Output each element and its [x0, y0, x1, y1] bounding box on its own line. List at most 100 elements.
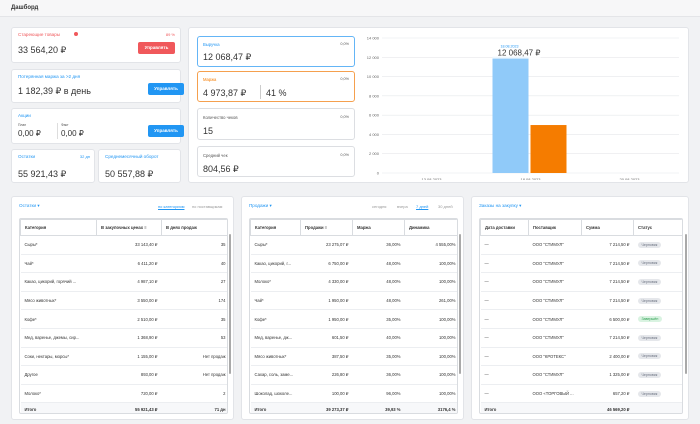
col-delivery-date[interactable]: Дата доставки	[480, 219, 529, 236]
table-row[interactable]: — ООО "КРОТЕКС" 2 400,00 ₽ Черновик	[480, 347, 682, 367]
table-cell: —	[480, 328, 529, 348]
stock-days: 32 дн	[79, 154, 90, 159]
table-row[interactable]: Какао, цикорий, горячий ... 4 987,10 ₽27	[20, 272, 227, 292]
table-cell: 48,00%	[352, 254, 405, 274]
turnover-card: Среднемесячный оборот 50 557,88 ₽	[98, 149, 181, 183]
table-row[interactable]: Какао, цикорий, г... 6 750,00 ₽48,00% 100,…	[250, 254, 457, 274]
toggle-by-supplier[interactable]: по поставщикам	[192, 204, 223, 209]
kpi-checks[interactable]: Количество чеков 0,0% 15	[197, 108, 355, 140]
col-status[interactable]: Статус	[633, 219, 682, 236]
manage-promo-button[interactable]: Управлять	[148, 125, 184, 137]
kpi-margin[interactable]: Маржа 0,0% 4 973,87 ₽ 41 %	[197, 71, 355, 102]
table-cell: 36,00%	[352, 235, 405, 255]
kpi-revenue[interactable]: Выручка 0,0% 12 068,47 ₽	[197, 36, 355, 67]
table-row[interactable]: Мед, варенье, дж... 601,50 ₽40,00% 100,00%	[250, 328, 457, 348]
total-cell: 46 569,20 ₽	[581, 402, 634, 413]
total-row: Итого 55 921,43 ₽71 дн	[20, 402, 227, 413]
table-row[interactable]: Чай* 1 950,00 ₽48,00% 261,00%	[250, 291, 457, 311]
table-cell: —	[480, 384, 529, 404]
total-cell: 39,93 %	[352, 402, 405, 413]
table-row[interactable]: Чай* 6 411,20 ₽40	[20, 254, 227, 274]
y-tick-label: 10 000	[367, 74, 380, 79]
x-tick-label: 13.08.2023	[421, 177, 442, 180]
promo-fact-value: 0,00 ₽	[61, 129, 84, 138]
period-today[interactable]: сегодня	[372, 204, 387, 209]
table-row[interactable]: Молоко* 4 330,00 ₽48,00% 100,00%	[250, 272, 457, 292]
x-tick-label: 18.08.2023	[520, 177, 541, 180]
table-row[interactable]: — ООО «ТОРГОВЫЙ ... 657,20 ₽ Черновик	[480, 384, 682, 404]
table-cell: 33 143,40 ₽	[96, 235, 162, 255]
table-cell: ООО "СТИМУЛ"	[528, 272, 582, 292]
table-row[interactable]: Другое 893,00 ₽ Нет продаж	[20, 365, 227, 385]
stale-goods-value: 33 564,20 ₽	[18, 45, 67, 55]
total-cell: 39 273,37 ₽	[300, 402, 353, 413]
scrollbar[interactable]	[459, 234, 461, 374]
bar-margin[interactable]	[530, 125, 567, 173]
col-margin[interactable]: Маржа	[352, 219, 405, 236]
table-cell: 7 214,50 ₽	[581, 235, 634, 255]
table-cell: 100,00%	[404, 365, 457, 385]
col-category[interactable]: Категория	[20, 219, 97, 236]
stock-table-title[interactable]: Остатки ▾	[19, 203, 40, 208]
col-category[interactable]: Категория	[250, 219, 301, 236]
table-cell: 387,50 ₽	[300, 347, 353, 367]
col-purchase-price[interactable]: В закупочных ценах ≡	[96, 219, 162, 236]
table-row[interactable]: — ООО "СТИМУЛ" 7 214,50 ₽ Черновик	[480, 291, 682, 311]
period-30-days[interactable]: 30 дней	[438, 204, 453, 209]
col-days-of-sales[interactable]: В днях продаж	[161, 219, 227, 236]
table-cell: Мед, варенье, джемы, сир...	[20, 328, 97, 348]
sales-table-panel: Продажи ▾ сегодня вчера 7 дней 30 дней К…	[241, 196, 464, 420]
filter-icon[interactable]: ≡	[144, 225, 147, 230]
table-row[interactable]: Мясо животных* 387,50 ₽35,00% 100,00%	[250, 347, 457, 367]
kpi-avg-check[interactable]: Средний чек 0,0% 804,56 ₽	[197, 146, 355, 177]
bar-revenue[interactable]	[492, 56, 529, 173]
table-row[interactable]: Кофе* 2 510,00 ₽35	[20, 309, 227, 329]
stock-value: 55 921,43 ₽	[18, 169, 67, 179]
table-row[interactable]: — ООО "СТИМУЛ" 6 500,00 ₽ Завершён	[480, 309, 682, 329]
table-row[interactable]: Шоколад, шоколе... 100,00 ₽96,00% 100,00%	[250, 384, 457, 404]
filter-icon[interactable]: ≡	[324, 225, 328, 230]
orders-table-title[interactable]: Заказы на закупку ▾	[479, 203, 522, 208]
table-row[interactable]: Сыры* 23 275,07 ₽36,00% 4 555,00%	[250, 235, 457, 255]
table-row[interactable]: — ООО "СТИМУЛ" 1 325,00 ₽ Черновик	[480, 365, 682, 385]
col-dynamics[interactable]: Динамика	[404, 219, 457, 236]
table-row[interactable]: Сыры* 33 143,40 ₽35	[20, 235, 227, 255]
scrollbar[interactable]	[229, 234, 231, 374]
table-cell: 40	[161, 254, 227, 274]
col-sales[interactable]: Продажи ≡	[300, 219, 353, 236]
toggle-by-category[interactable]: по категориям	[158, 204, 185, 209]
table-cell: Шоколад, шоколе...	[250, 384, 301, 404]
col-sum[interactable]: Сумма	[581, 219, 634, 236]
table-cell: Кофе*	[250, 309, 301, 329]
manage-stale-button[interactable]: Управлять	[138, 42, 175, 54]
table-cell: Черновик	[633, 384, 682, 404]
manage-lost-button[interactable]: Управлять	[148, 83, 184, 95]
table-row[interactable]: Кофе* 1 950,00 ₽35,00% 100,00%	[250, 309, 457, 329]
status-badge: Черновик	[637, 297, 662, 304]
table-cell: 657,20 ₽	[581, 384, 634, 404]
table-row[interactable]: — ООО "СТИМУЛ" 7 214,50 ₽ Черновик	[480, 235, 682, 255]
period-7-days[interactable]: 7 дней	[416, 204, 429, 209]
table-row[interactable]: — ООО "СТИМУЛ" 7 214,50 ₽ Черновик	[480, 272, 682, 292]
table-cell: 27	[161, 272, 227, 292]
table-row[interactable]: Соки, нектары, морсы* 1 155,00 ₽ Нет прода…	[20, 347, 227, 367]
scrollbar[interactable]	[685, 234, 687, 374]
table-row[interactable]: Мед, варенье, джемы, сир... 1 368,90 ₽53	[20, 328, 227, 348]
table-row[interactable]: — ООО "СТИМУЛ" 7 214,50 ₽ Черновик	[480, 254, 682, 274]
alert-icon	[74, 32, 78, 36]
y-tick-label: 0	[377, 171, 380, 176]
table-row[interactable]: Сахар, соль, заме... 226,80 ₽36,00% 100,00…	[250, 365, 457, 385]
table-row[interactable]: Мясо животных* 3 550,00 ₽174	[20, 291, 227, 311]
table-cell: 35	[161, 309, 227, 329]
period-yesterday[interactable]: вчера	[397, 204, 408, 209]
col-supplier[interactable]: Поставщик	[528, 219, 582, 236]
table-row[interactable]: Молоко* 720,00 ₽2	[20, 384, 227, 404]
status-badge: Черновик	[637, 260, 662, 267]
sales-table-title[interactable]: Продажи ▾	[249, 203, 272, 208]
status-badge: Черновик	[637, 241, 662, 248]
status-badge: Черновик	[637, 278, 662, 285]
table-row[interactable]: — ООО "СТИМУЛ" 7 214,50 ₽ Черновик	[480, 328, 682, 348]
status-badge: Черновик	[637, 390, 662, 397]
lost-margin-value: 1 182,39 ₽ в день	[18, 86, 91, 96]
table-cell: 1 155,00 ₽	[96, 347, 162, 367]
